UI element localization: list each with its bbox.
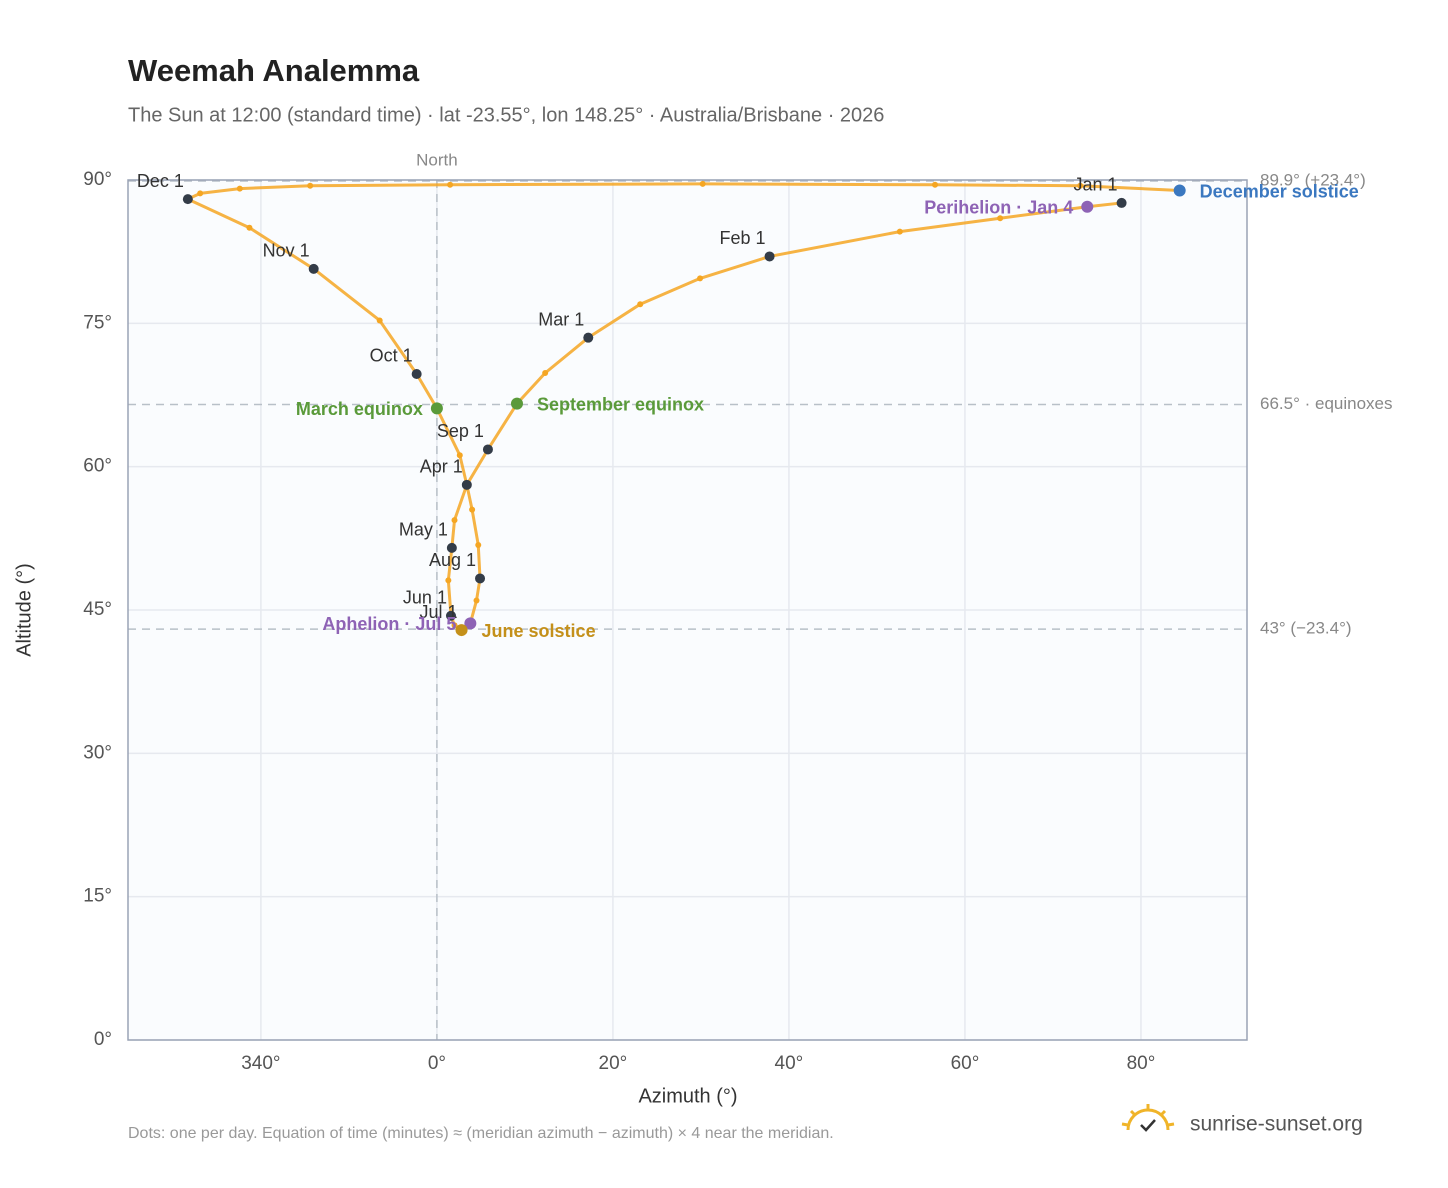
x-tick-label: 80°: [1127, 1053, 1156, 1074]
event-dot: [1081, 200, 1094, 213]
month-dot: [446, 542, 457, 553]
x-tick-label: 20°: [599, 1053, 628, 1074]
month-label: Jun 1: [403, 587, 447, 607]
month-dot: [764, 251, 775, 262]
chart-subtitle: The Sun at 12:00 (standard time) · lat -…: [128, 104, 884, 126]
daily-dot: [932, 181, 939, 188]
daily-dot: [246, 224, 253, 231]
y-tick-label: 0°: [94, 1029, 112, 1050]
y-tick-label: 60°: [83, 456, 112, 477]
event-dot: [455, 624, 468, 637]
daily-dot: [637, 301, 644, 308]
chart-title: Weemah Analemma: [128, 53, 420, 88]
daily-dot: [197, 190, 204, 197]
logo: [1121, 1104, 1175, 1132]
month-label: Jan 1: [1074, 175, 1118, 195]
month-label: Feb 1: [720, 228, 766, 248]
month-dot: [482, 444, 493, 455]
x-axis-label: Azimuth (°): [638, 1085, 737, 1107]
month-label: Aug 1: [429, 550, 476, 570]
event-dot: [464, 617, 477, 630]
daily-dot: [451, 622, 458, 629]
month-dot: [411, 368, 422, 379]
y-tick-label: 90°: [83, 169, 112, 190]
daily-dot: [236, 185, 243, 192]
reference-label: 66.5° · equinoxes: [1260, 394, 1393, 413]
daily-dot: [475, 542, 482, 549]
month-label: Jul 1: [420, 602, 458, 622]
grid: [128, 179, 1247, 1041]
daily-dot: [451, 517, 458, 524]
north-label: North: [416, 150, 458, 169]
source: sunrise-sunset.org: [1190, 1113, 1363, 1136]
daily-dot: [542, 370, 549, 377]
daily-dot: [997, 215, 1004, 222]
y-axis-label: Altitude (°): [13, 563, 35, 657]
month-label: Dec 1: [137, 171, 184, 191]
month-label: Apr 1: [420, 457, 463, 477]
event-label: Perihelion · Jan 4: [924, 198, 1073, 218]
daily-dot: [376, 317, 383, 324]
month-dot: [182, 194, 193, 205]
event-label: March equinox: [296, 399, 423, 419]
x-tick-label: 340°: [241, 1053, 280, 1074]
daily-dot: [1077, 182, 1084, 189]
month-label: Sep 1: [437, 421, 484, 441]
daily-dot: [697, 275, 704, 282]
month-label: May 1: [399, 520, 448, 540]
daily-dot: [699, 180, 706, 187]
reference-label: 43° (−23.4°): [1260, 619, 1352, 638]
daily-dot: [307, 182, 314, 189]
month-dot: [308, 263, 319, 274]
event-label: December solstice: [1200, 181, 1359, 201]
month-dot: [583, 332, 594, 343]
month-dot: [461, 479, 472, 490]
y-tick-label: 15°: [83, 886, 112, 907]
daily-dot: [456, 452, 463, 459]
marks: [182, 180, 1186, 637]
month-label: Mar 1: [538, 309, 584, 329]
month-label: Nov 1: [263, 241, 310, 261]
reference-label: 89.9° (+23.4°): [1260, 170, 1366, 189]
daily-dot: [469, 506, 476, 513]
event-label: Aphelion · Jul 5: [322, 614, 456, 634]
x-tick-label: 0°: [428, 1053, 446, 1074]
event-label: June solstice: [482, 621, 596, 641]
daily-dot: [447, 181, 454, 188]
y-tick-label: 75°: [83, 312, 112, 333]
x-tick-label: 40°: [775, 1053, 804, 1074]
month-dot: [475, 573, 486, 584]
daily-dot: [445, 577, 452, 584]
event-dot: [430, 402, 443, 415]
footnote: Dots: one per day. Equation of time (min…: [128, 1125, 834, 1142]
month-label: Oct 1: [370, 346, 413, 366]
y-tick-label: 30°: [83, 742, 112, 763]
event-dot: [1173, 184, 1186, 197]
month-dot: [445, 610, 456, 621]
month-dot: [1116, 197, 1127, 208]
y-tick-label: 45°: [83, 599, 112, 620]
daily-dot: [473, 597, 480, 604]
event-dot: [510, 397, 523, 410]
daily-dot: [896, 228, 903, 235]
event-label: September equinox: [537, 394, 704, 414]
plot-border: [127, 179, 1248, 1041]
x-tick-label: 60°: [951, 1053, 980, 1074]
